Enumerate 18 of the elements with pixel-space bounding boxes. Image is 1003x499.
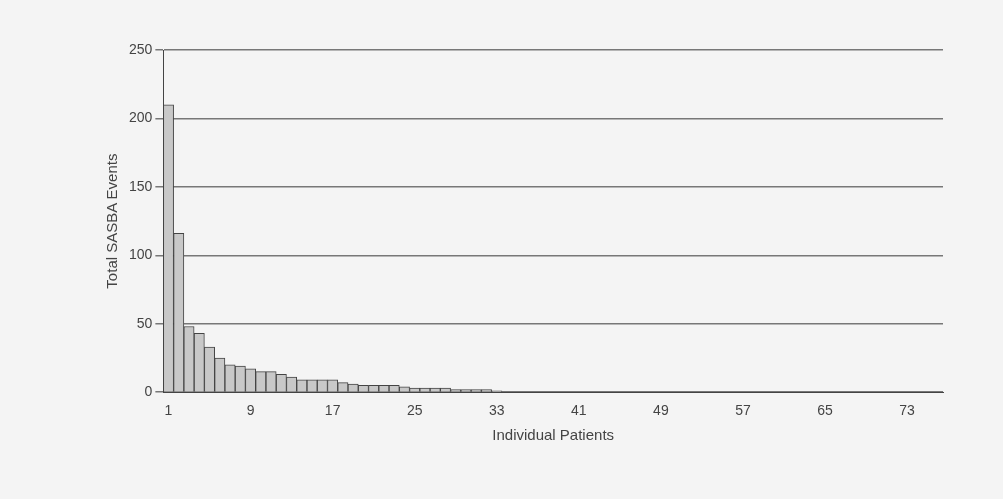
- x-tick-label: 9: [246, 402, 255, 419]
- x-tick-label: 49: [653, 402, 669, 419]
- x-axis-title: Individual Patients: [492, 426, 615, 444]
- x-tick-label: 17: [324, 402, 341, 419]
- x-tick-label: 57: [735, 402, 751, 419]
- y-axis-title: Total SASBA Events: [103, 153, 121, 289]
- y-tick-label: 0: [144, 383, 153, 400]
- y-tick-label: 200: [129, 109, 153, 126]
- x-tick-label: 33: [488, 402, 505, 419]
- y-tick-label: 50: [136, 314, 153, 331]
- x-tick-label: 1: [164, 402, 173, 419]
- x-tick-label: 65: [817, 402, 834, 419]
- y-tick-label: 100: [129, 246, 153, 263]
- x-tick-label: 25: [406, 402, 423, 419]
- y-tick-label: 150: [129, 177, 153, 194]
- x-tick-label: 73: [899, 402, 916, 419]
- y-tick-label: 250: [129, 40, 153, 57]
- x-tick-label: 41: [571, 402, 587, 419]
